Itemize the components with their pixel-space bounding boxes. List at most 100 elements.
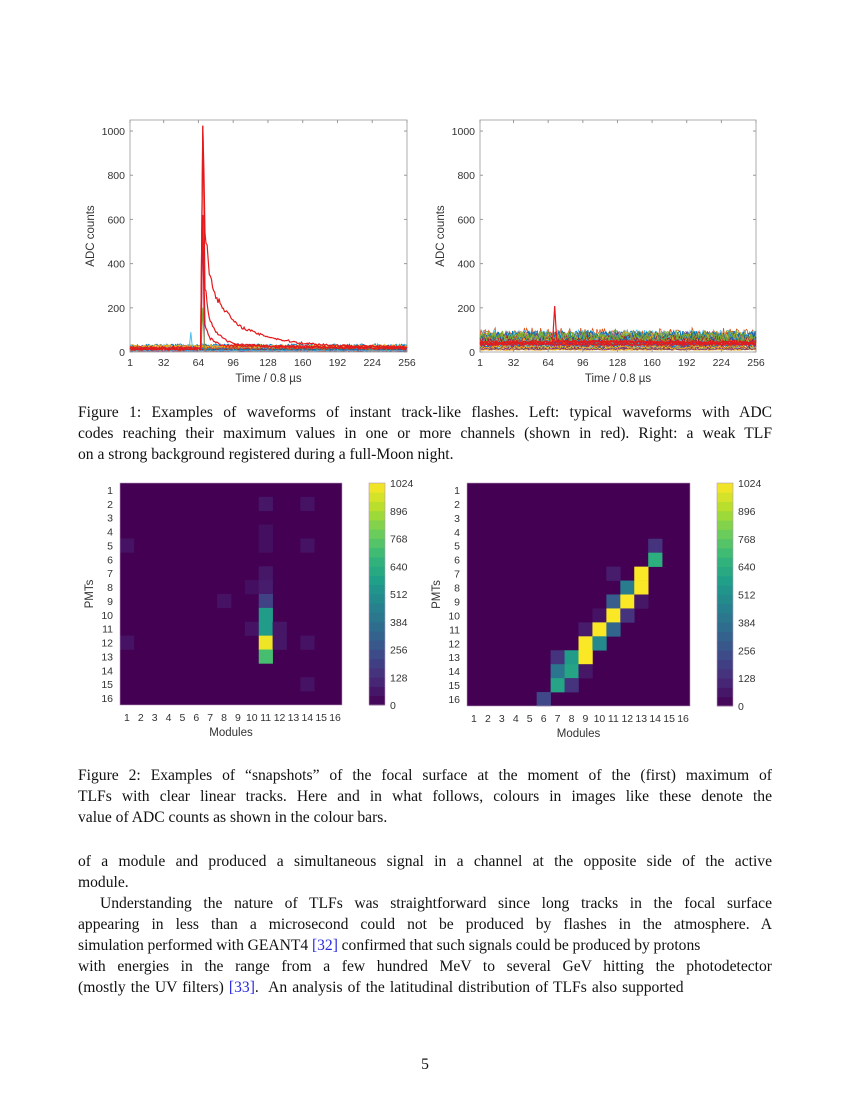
x-tick-label: 32 <box>508 357 520 369</box>
colorbar-segment <box>369 695 385 706</box>
colorbar-segment <box>369 501 385 512</box>
y-tick-label: 5 <box>454 541 460 553</box>
colorbar-segment <box>369 612 385 623</box>
colorbar-segment <box>369 529 385 539</box>
heatmap-cell <box>564 664 579 679</box>
colorbar-segment <box>717 668 733 679</box>
x-tick-label: 128 <box>259 357 277 369</box>
heatmap-cell <box>620 594 635 609</box>
x-tick-label: 96 <box>577 357 589 369</box>
heatmap-cell <box>592 636 607 651</box>
series-group <box>129 125 408 352</box>
x-tick-label: 6 <box>541 713 547 725</box>
y-tick-label: 800 <box>107 170 125 182</box>
heatmap-cell <box>564 650 579 665</box>
heatmap-cell <box>244 621 260 636</box>
y-tick-label: 16 <box>101 693 113 705</box>
body-line: simulation performed with GEANT4 [32] co… <box>78 936 772 956</box>
colorbar-frame <box>368 482 386 706</box>
colorbar-segment <box>717 575 733 586</box>
x-tick-label: 12 <box>621 713 633 725</box>
y-tick-label: 13 <box>448 652 460 664</box>
colorbar-tick-label: 768 <box>738 534 756 546</box>
peak-line <box>188 332 193 349</box>
heatmap-cell <box>620 608 635 623</box>
colorbar-segment <box>717 659 733 670</box>
citation-link[interactable]: [32] <box>311 937 338 954</box>
colorbar-segment <box>369 557 385 567</box>
series-group <box>479 305 757 351</box>
x-tick-label: 64 <box>542 357 554 369</box>
citation-link[interactable]: [33] <box>228 979 255 996</box>
colorbar-segment <box>369 584 385 595</box>
heatmap-cell <box>606 622 621 637</box>
y-tick-label: 1000 <box>102 126 126 138</box>
y-tick-label: 9 <box>454 596 460 608</box>
x-axis-label: Modules <box>557 728 601 740</box>
colorbar-tick-label: 640 <box>738 562 756 574</box>
heatmap-cell <box>564 678 579 693</box>
x-tick-label: 9 <box>235 712 241 724</box>
background-channel-line <box>479 329 757 342</box>
y-tick-label: 400 <box>457 259 475 271</box>
x-tick-label: 14 <box>301 712 313 724</box>
colorbar-segment <box>717 613 733 623</box>
colorbar-segment <box>717 640 733 651</box>
heatmap-cell <box>300 635 315 650</box>
page-number: 5 <box>421 1056 429 1073</box>
colorbar-segment <box>717 566 733 577</box>
y-tick-label: 800 <box>457 170 475 182</box>
colorbar-segment <box>717 594 733 605</box>
colorbar-segment <box>369 668 385 678</box>
y-tick-label: 16 <box>448 694 460 706</box>
colorbar-segment <box>369 492 385 502</box>
text: (mostly the UV filters) <box>78 979 229 996</box>
heatmap-cell <box>300 538 315 553</box>
heatmap-cell <box>592 622 607 637</box>
colorbar-segment <box>717 510 733 521</box>
y-tick-label: 8 <box>107 582 113 594</box>
colorbar-segment <box>717 622 733 633</box>
heatmap-cell <box>120 538 135 553</box>
colorbar-segment <box>369 510 385 521</box>
y-tick-label: 600 <box>457 214 475 226</box>
colorbar-segment <box>369 640 385 650</box>
heatmap-cell <box>550 678 565 693</box>
heatmap-cell <box>536 692 551 707</box>
colorbar-segment <box>717 603 733 614</box>
y-tick-label: 200 <box>457 303 475 315</box>
x-tick-label: 8 <box>569 713 575 725</box>
x-tick-label: 11 <box>608 713 619 725</box>
colorbar-segment <box>717 696 733 707</box>
x-tick-label: 6 <box>193 712 199 724</box>
caption-line: Figure 2: Examples of “snapshots” of the… <box>78 767 772 784</box>
body-line: (mostly the UV filters) [33]. An analysi… <box>78 978 772 998</box>
colorbar-segment <box>369 547 385 558</box>
colorbar-segment <box>717 557 733 568</box>
x-tick-label: 160 <box>294 357 312 369</box>
caption-line: on a strong background registered during… <box>78 446 454 463</box>
colorbar-tick-label: 1024 <box>390 478 414 490</box>
caption-line: value of ADC counts as shown in the colo… <box>78 809 388 826</box>
heatmap-cell <box>272 635 287 650</box>
body-line: appearing in less than a microsecond cou… <box>78 916 772 933</box>
heatmap-cell <box>258 496 273 512</box>
x-axis-label: Modules <box>209 727 253 739</box>
body-line: with energies in the range from a few hu… <box>78 958 772 975</box>
heatmap-cell <box>258 635 273 650</box>
colorbar-segment <box>717 483 733 493</box>
colorbar-tick-label: 512 <box>738 590 756 602</box>
colorbar-tick-label: 896 <box>738 506 756 518</box>
colorbar-tick-label: 384 <box>390 617 408 629</box>
colorbar-tick-label: 768 <box>390 534 408 546</box>
y-tick-label: 15 <box>448 680 460 692</box>
colorbar-segment <box>369 649 385 660</box>
x-tick-label: 96 <box>227 357 239 369</box>
colorbar-tick-label: 384 <box>738 617 756 629</box>
colorbar-segment <box>717 492 733 502</box>
caption-line: codes reaching their maximum values in o… <box>78 425 772 442</box>
figures: 1 32 64 96 128 160 192 224 25602004006008001000T… <box>84 119 765 740</box>
heatmap-cell <box>258 538 273 553</box>
colorbar-tick-label: 128 <box>390 672 408 684</box>
x-axis-label: Time / 0.8 µs <box>235 373 302 385</box>
